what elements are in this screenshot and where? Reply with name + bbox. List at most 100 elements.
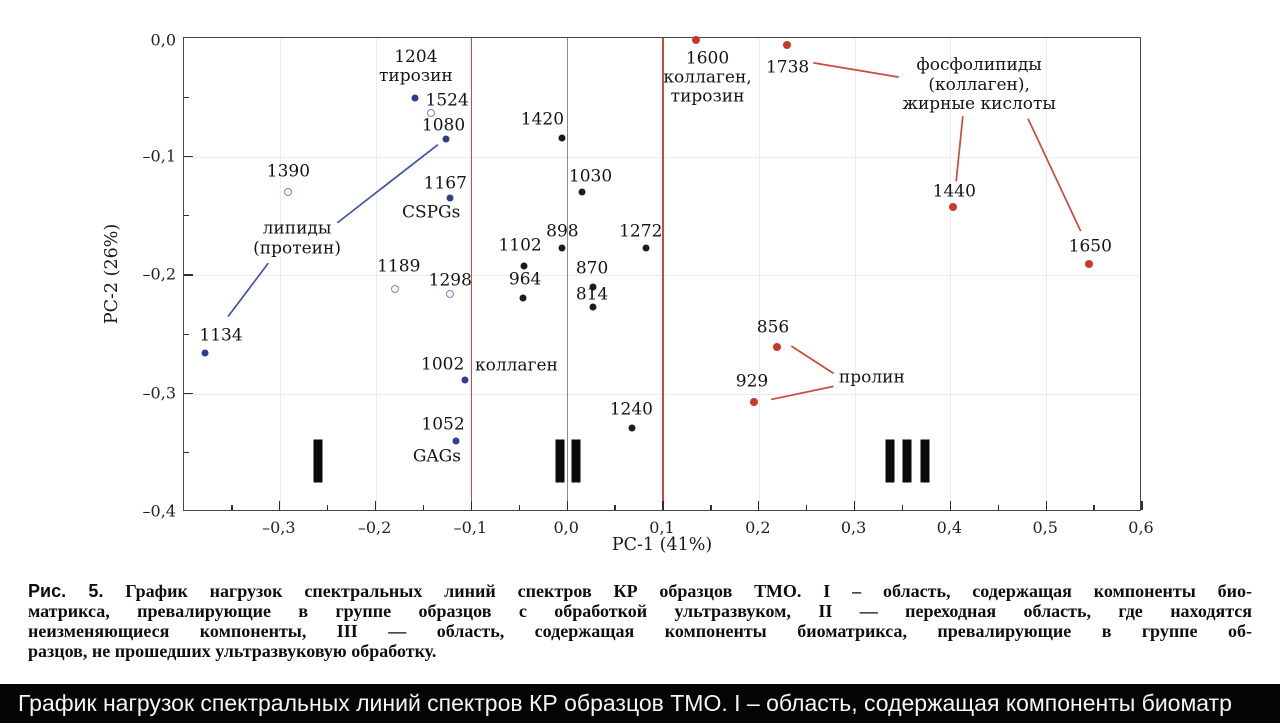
- data-point-1204: [411, 94, 419, 102]
- annotation-phospholipids: фосфолипиды (коллаген), жирные кислоты: [902, 55, 1056, 115]
- data-point-1080: [442, 135, 450, 143]
- x-minor-tick: [901, 505, 904, 510]
- gridline-x: [279, 38, 281, 510]
- data-point-1738: [782, 41, 791, 50]
- caption-line-4: разцов, не прошедших ультразвуковую обра…: [28, 641, 437, 661]
- point-label-1167: 1167: [423, 173, 467, 194]
- pca-loadings-plot: 1204 тирозин 1080 1167 1134 1002 1052 1524 1390 1…: [183, 36, 1143, 511]
- x-tick-label: –0,3: [262, 518, 296, 537]
- x-tick-label: 0,2: [745, 518, 771, 537]
- region-marker-III: [902, 439, 912, 483]
- leader-line: [227, 262, 269, 317]
- red-reference-line: [470, 38, 473, 510]
- figure-caption: Рис. 5. График нагрузок спектральных лин…: [28, 581, 1252, 661]
- x-minor-tick: [997, 505, 999, 510]
- caption-line-1: Рис. 5. График нагрузок спектральных лин…: [28, 581, 1252, 601]
- zero-reference-line: [566, 38, 568, 510]
- point-label-1600: 1600 коллаген, тирозин: [663, 48, 752, 107]
- leader-line: [336, 143, 439, 224]
- point-label-964: 964: [508, 269, 542, 289]
- leader-line: [813, 62, 899, 78]
- x-major-tick: [279, 501, 281, 510]
- x-major-tick: [1045, 501, 1047, 510]
- point-label-1738: 1738: [765, 57, 810, 78]
- point-label-1002: 1002: [421, 354, 465, 375]
- gridline-x: [758, 38, 760, 510]
- ocr-subtitle-text: График нагрузок спектральных линий спект…: [18, 690, 1232, 716]
- data-point-1390: [284, 188, 293, 197]
- point-label-1134: 1134: [199, 325, 243, 346]
- gridline-y: [184, 393, 1140, 395]
- y-minor-tick: [184, 215, 189, 217]
- gridline-x: [950, 38, 952, 510]
- y-tick-label: 0,0: [150, 30, 176, 50]
- x-major-tick: [758, 501, 760, 510]
- point-label-1390: 1390: [266, 161, 311, 182]
- point-label-856: 856: [756, 317, 790, 338]
- caption-line-3: неизменяющиеся компоненты, III — область…: [28, 621, 1252, 641]
- point-label-1298: 1298: [428, 270, 472, 291]
- point-label-870: 870: [575, 258, 609, 279]
- x-major-tick: [949, 501, 952, 510]
- point-label-1420: 1420: [520, 109, 565, 130]
- x-tick-label: 0,0: [553, 518, 579, 537]
- data-point-898: [558, 244, 566, 252]
- region-marker-II: [555, 439, 565, 483]
- data-point-1298: [446, 289, 455, 298]
- data-point-1167: [446, 194, 454, 202]
- leader-line: [1027, 118, 1082, 232]
- point-label-1102: 1102: [498, 235, 542, 256]
- data-point-1134: [201, 349, 209, 357]
- x-minor-tick: [422, 505, 425, 510]
- data-point-1524: [427, 108, 436, 117]
- x-minor-tick: [710, 505, 712, 510]
- gridline-y: [184, 275, 1140, 276]
- x-minor-tick: [231, 505, 233, 510]
- x-major-tick: [470, 501, 473, 510]
- gridline-x: [375, 38, 377, 510]
- y-tick-label: –0,3: [142, 383, 176, 402]
- x-major-tick: [853, 501, 856, 510]
- leader-line: [790, 345, 834, 375]
- x-major-tick: [374, 501, 377, 510]
- point-label-1080: 1080: [421, 115, 466, 136]
- x-tick-label: –0,2: [357, 518, 392, 537]
- annotation-cspgs: CSPGs: [401, 202, 461, 223]
- x-axis-label: PC-1 (41%): [611, 535, 713, 555]
- caption-figure-number: Рис. 5.: [28, 581, 104, 601]
- x-major-tick: [1141, 501, 1143, 510]
- x-tick-label: 0,6: [1128, 518, 1154, 537]
- point-label-1052: 1052: [421, 414, 465, 435]
- point-label-929: 929: [735, 371, 769, 392]
- x-tick-label: 0,5: [1032, 518, 1058, 537]
- data-point-929: [750, 397, 758, 406]
- point-label-1272: 1272: [619, 221, 663, 242]
- x-major-tick: [662, 501, 664, 510]
- y-minor-tick: [184, 452, 189, 454]
- x-tick-label: –0,1: [453, 518, 488, 537]
- y-minor-tick: [184, 96, 189, 98]
- point-label-1204: 1204 тирозин: [378, 47, 453, 87]
- x-minor-tick: [1093, 505, 1095, 510]
- callout-leader-lines: [227, 62, 1082, 401]
- ocr-subtitle-bar: График нагрузок спектральных линий спект…: [0, 684, 1280, 723]
- gridline-x: [1046, 38, 1048, 510]
- point-label-1440: 1440: [932, 181, 976, 202]
- region-marker-II: [571, 439, 581, 483]
- leader-line: [955, 116, 964, 182]
- x-major-tick: [566, 501, 568, 510]
- y-axis-label: PC-2 (26%): [102, 223, 122, 325]
- gridline-x: [854, 38, 856, 510]
- annotation-collagen: коллаген: [474, 355, 558, 376]
- data-point-964: [519, 294, 527, 301]
- data-point-1052: [452, 437, 460, 445]
- data-point-1102: [520, 262, 528, 270]
- point-label-1030: 1030: [568, 166, 613, 187]
- annotation-gags: GAGs: [412, 446, 461, 467]
- data-point-1650: [1085, 260, 1094, 269]
- data-point-814: [589, 303, 597, 311]
- y-major-tick: [184, 155, 193, 158]
- caption-line-1-text: График нагрузок спектральных линий спект…: [103, 581, 1252, 601]
